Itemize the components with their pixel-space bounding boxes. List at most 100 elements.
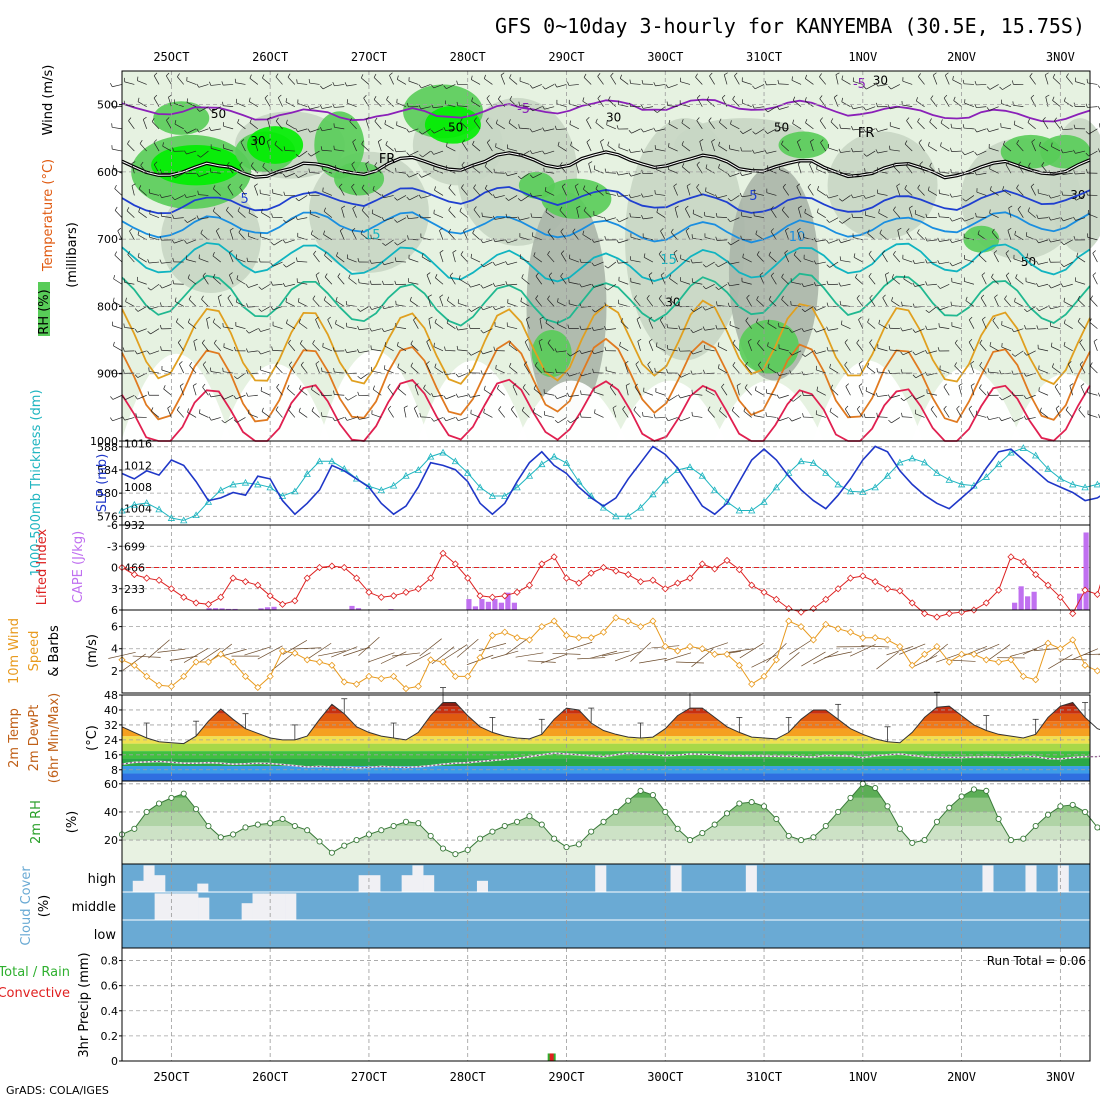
upper-wind-barb-flag [159, 169, 162, 174]
upper-wind-barb [384, 368, 394, 374]
upper-wind-barb-flag [1063, 319, 1066, 324]
upper-wind-barb [1027, 122, 1036, 130]
upper-wind-barb-flag [262, 74, 265, 79]
upper-wind-barb [581, 283, 592, 288]
upper-wind-barb [227, 186, 234, 196]
upper-wind-barb-flag [419, 213, 422, 218]
upper-wind-barb-flag [496, 384, 500, 389]
upper-wind-barb [261, 212, 271, 218]
upper-wind-barb [804, 306, 814, 312]
upper-wind-barb-flag [950, 301, 952, 306]
upper-wind-barb [954, 365, 962, 374]
upper-wind-barb-flag [296, 257, 298, 262]
upper-wind-barb [719, 410, 728, 418]
upper-wind-barb-flag [752, 131, 756, 135]
upper-wind-barb [597, 98, 604, 107]
upper-wind-barb [819, 76, 827, 85]
upper-wind-barb [236, 258, 246, 263]
upper-wind-barb [944, 75, 950, 85]
upper-wind-barb [852, 150, 863, 153]
upper-wind-barb-flag [813, 237, 817, 242]
upper-wind-barb [470, 394, 481, 398]
upper-wind-barb-flag [349, 117, 353, 122]
upper-wind-barb-flag [547, 295, 550, 300]
upper-wind-barb [395, 150, 407, 153]
thickness-line-point [180, 516, 188, 524]
upper-wind-barb [413, 408, 419, 418]
upper-wind-barb-flag [221, 395, 225, 400]
upper-wind-barb [322, 84, 333, 90]
upper-wind-barb-flag [542, 127, 545, 132]
upper-wind-barb-flag [410, 340, 413, 345]
upper-wind-barb-flag [283, 146, 286, 151]
upper-wind-barb [856, 342, 864, 352]
upper-wind-barb [893, 254, 901, 263]
upper-wind-barb [991, 231, 999, 241]
rh2m-line-point [662, 808, 669, 815]
wind-speed-line-point [402, 685, 410, 693]
upper-wind-barb-flag [1023, 372, 1027, 377]
upper-wind-barb-flag [858, 361, 863, 365]
upper-wind-barb-flag [282, 282, 286, 287]
wind-speed-line-point [192, 658, 200, 666]
upper-wind-barb [659, 319, 666, 329]
upper-wind-barb-flag [187, 274, 190, 279]
upper-wind-barb [539, 318, 543, 329]
upper-wind-barb [742, 257, 752, 263]
upper-wind-barb [858, 363, 864, 374]
rh2m-line-point [958, 793, 965, 800]
upper-wind-barb-flag [447, 296, 450, 301]
upper-wind-barb-flag [855, 273, 858, 278]
upper-wind-barb [810, 141, 814, 152]
upper-wind-barb [361, 143, 370, 152]
upper-wind-barb-flag [736, 383, 741, 386]
upper-wind-barb [731, 410, 740, 418]
upper-wind-barb [520, 150, 530, 157]
upper-wind-barb-flag [238, 228, 242, 233]
upper-wind-barb [161, 349, 172, 352]
upper-wind-barb [547, 342, 555, 352]
upper-wind-barb [576, 207, 580, 218]
upper-wind-barb-flag [371, 209, 374, 214]
upper-wind-barb [372, 189, 382, 196]
upper-wind-barb-flag [134, 350, 138, 355]
upper-wind-barb-flag [1048, 194, 1052, 199]
upper-wind-barb-flag [567, 81, 570, 86]
upper-wind-barb-flag [978, 251, 982, 256]
upper-wind-barb [929, 121, 938, 130]
upper-wind-barb [423, 388, 431, 396]
rh2m-line-point [1069, 801, 1076, 808]
upper-wind-barb-flag [586, 139, 591, 143]
upper-wind-barb [547, 254, 555, 263]
upper-wind-barb [781, 277, 789, 285]
upper-wind-barb-flag [660, 272, 665, 276]
ylabel-barbs: & Barbs [47, 625, 62, 677]
upper-wind-barb [187, 217, 197, 223]
upper-wind-barb-flag [472, 140, 475, 145]
upper-wind-barb-flag [434, 186, 436, 191]
upper-wind-barb-flag [236, 298, 238, 303]
upper-wind-barb-flag [929, 162, 932, 167]
rh2m-line-point [328, 849, 335, 856]
surface-wind-barb [307, 642, 332, 660]
upper-wind-barb-flag [455, 373, 459, 378]
surface-wind-barb [478, 643, 507, 652]
upper-wind-barb [298, 150, 308, 158]
wind-speed-line-point [575, 634, 583, 642]
upper-wind-barb [409, 300, 419, 307]
upper-wind-barb-flag [879, 229, 882, 234]
upper-wind-barb [630, 216, 641, 219]
upper-wind-barb-flag [781, 140, 784, 145]
upper-wind-barb [544, 128, 555, 132]
cloud-cell-high [132, 880, 144, 892]
upper-wind-barb [718, 167, 728, 174]
thickness-line-point [278, 492, 287, 499]
upper-wind-barb-flag [641, 193, 644, 198]
upper-wind-barb-flag [177, 339, 182, 343]
upper-wind-barb-flag [197, 154, 201, 158]
upper-wind-barb [804, 212, 814, 218]
upper-wind-barb [767, 168, 777, 174]
upper-wind-barb [858, 319, 864, 329]
surface-wind-barb [614, 650, 642, 662]
upper-wind-barb [500, 75, 506, 85]
